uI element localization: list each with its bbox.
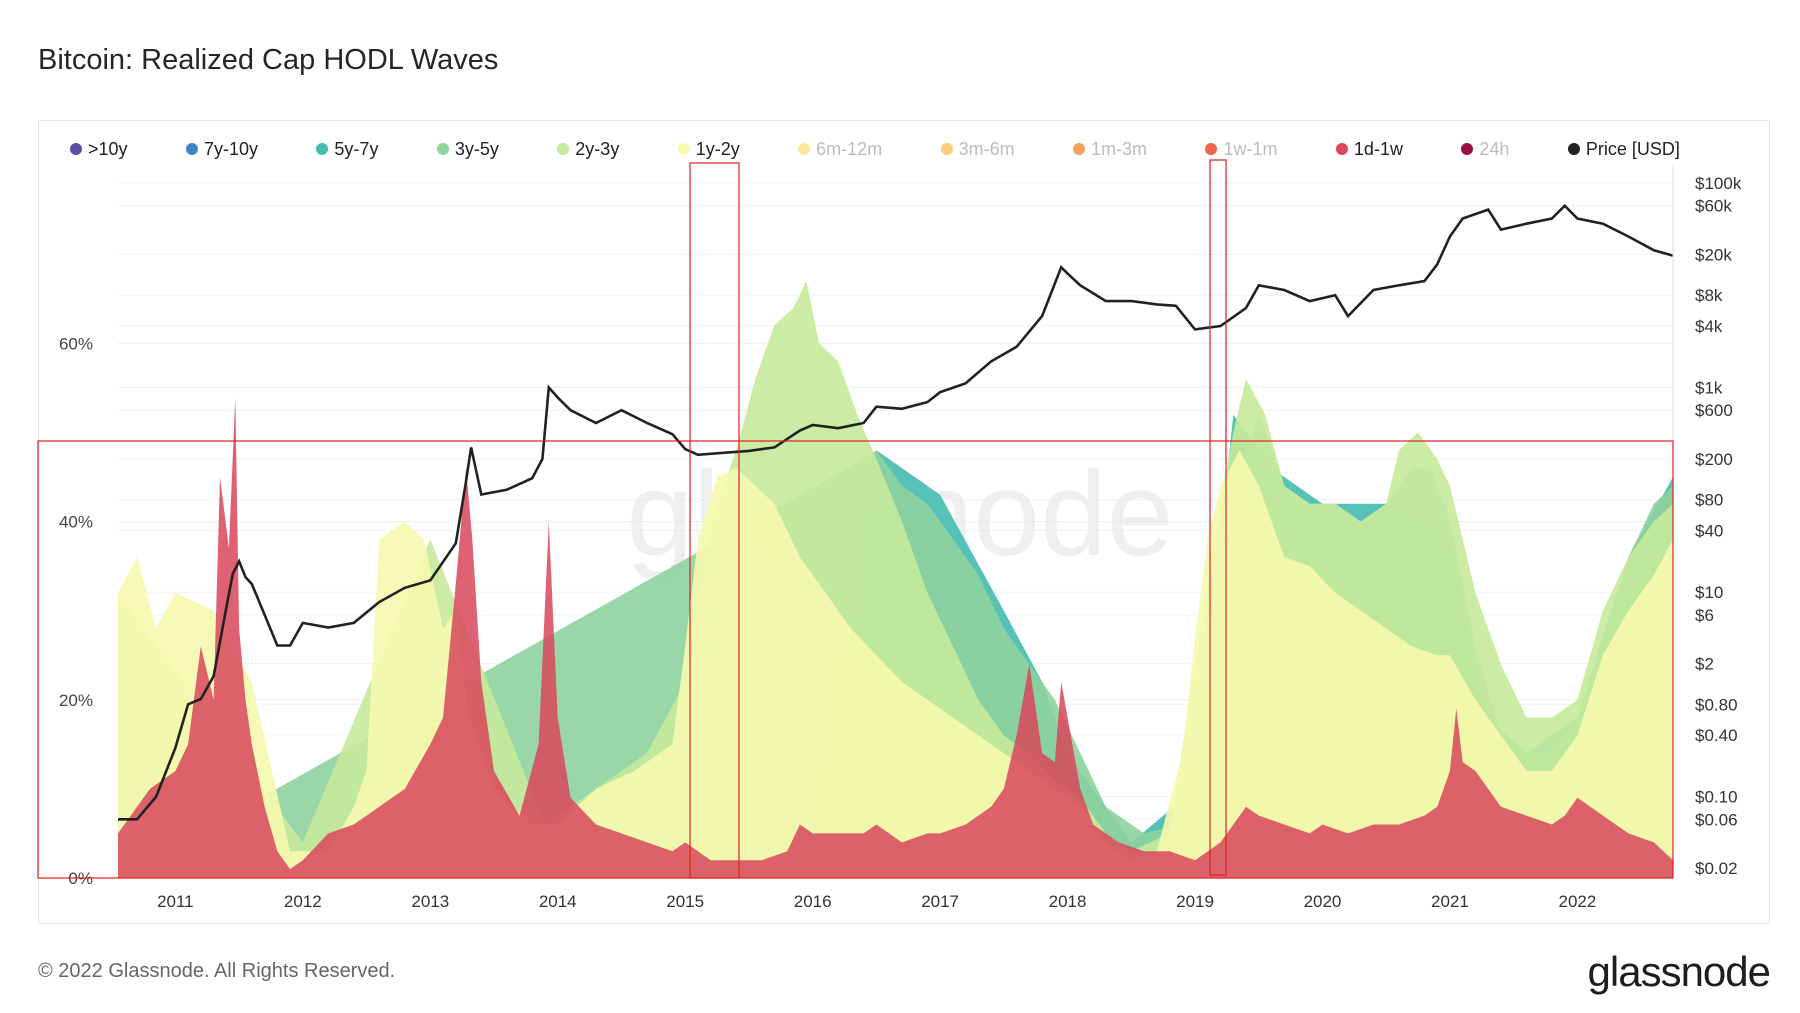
legend-item-0[interactable]: >10y xyxy=(70,139,128,160)
legend-dot xyxy=(185,143,198,155)
y-left-tick-1: 20% xyxy=(59,691,93,710)
legend-dot xyxy=(677,143,690,155)
legend-item-9[interactable]: 1w-1m xyxy=(1205,138,1278,160)
legend-item-7[interactable]: 3m-6m xyxy=(940,138,1015,160)
legend-dot xyxy=(940,143,953,155)
chart-title: Bitcoin: Realized Cap HODL Waves xyxy=(38,44,499,76)
legend-item-2[interactable]: 5y-7y xyxy=(316,139,378,160)
y-right-tick-15: $0.10 xyxy=(1695,788,1738,807)
x-tick-2016: 2016 xyxy=(794,892,832,911)
legend-dot xyxy=(1567,143,1580,155)
legend-label: 1m-3m xyxy=(1091,138,1148,159)
x-tick-2012: 2012 xyxy=(284,892,322,911)
highlight-box-main xyxy=(37,440,1674,879)
y-right-tick-1: $60k xyxy=(1695,197,1732,216)
highlight-box-2015 xyxy=(689,162,740,879)
legend-item-12[interactable]: Price [USD] xyxy=(1567,138,1680,160)
x-tick-2018: 2018 xyxy=(1049,892,1087,911)
y-axis-right-ticks: $100k $60k $20k $8k $4k $1k $600 $200 $80 $40 $10 $… xyxy=(1695,174,1742,878)
y-axis-left-ticks: 0%20%40%60% xyxy=(59,334,93,888)
legend-dot xyxy=(557,143,570,155)
y-right-tick-3: $8k xyxy=(1695,286,1723,305)
y-right-tick-5: $1k xyxy=(1695,379,1723,398)
highlight-box-2019 xyxy=(1209,159,1227,876)
highlight-annotations xyxy=(37,159,1674,879)
y-right-tick-14: $0.40 xyxy=(1695,726,1738,745)
x-tick-2013: 2013 xyxy=(411,892,449,911)
y-right-tick-10: $10 xyxy=(1695,583,1723,602)
x-axis-ticks: 2011 2012 2013 2014 2015 2016 2017 2018 2019 2020… xyxy=(157,892,1596,911)
legend-label: Price [USD] xyxy=(1585,138,1680,159)
y-right-tick-13: $0.80 xyxy=(1695,695,1738,714)
legend-label: 6m-12m xyxy=(816,138,883,159)
legend-label: 2y-3y xyxy=(575,138,620,159)
footer-copyright: © 2022 Glassnode. All Rights Reserved. xyxy=(38,960,396,982)
price-line xyxy=(118,203,1674,821)
legend-dot xyxy=(316,143,329,155)
y-right-tick-12: $2 xyxy=(1695,655,1714,674)
legend-label: 7y-10y xyxy=(203,138,258,159)
y-right-tick-8: $80 xyxy=(1695,491,1723,510)
y-left-tick-3: 60% xyxy=(59,334,93,353)
legend-label: 3m-6m xyxy=(958,138,1015,159)
legend-label: 3y-5y xyxy=(454,138,499,159)
y-right-tick-4: $4k xyxy=(1695,317,1723,336)
legend-label: 24h xyxy=(1479,138,1510,159)
legend-label: 5y-7y xyxy=(334,138,379,159)
y-right-tick-17: $0.02 xyxy=(1695,859,1738,878)
legend-label: 1y-2y xyxy=(695,138,740,159)
y-right-tick-16: $0.06 xyxy=(1695,810,1738,829)
legend-item-10[interactable]: 1d-1w xyxy=(1335,138,1403,160)
legend-item-6[interactable]: 6m-12m xyxy=(798,139,882,160)
legend-label: 1w-1m xyxy=(1223,138,1278,159)
legend-dot xyxy=(1461,143,1474,155)
legend-dot xyxy=(70,143,82,155)
legend-label: >10y xyxy=(88,138,128,159)
legend-item-1[interactable]: 7y-10y xyxy=(185,138,258,160)
area-series xyxy=(118,280,1673,878)
legend-dot xyxy=(1335,143,1348,155)
legend-item-5[interactable]: 1y-2y xyxy=(677,138,740,160)
x-tick-2017: 2017 xyxy=(921,892,959,911)
legend-dot xyxy=(798,143,811,155)
legend-dot xyxy=(436,143,449,155)
y-right-tick-0: $100k xyxy=(1695,174,1742,193)
y-left-tick-2: 40% xyxy=(59,513,93,532)
x-tick-2021: 2021 xyxy=(1431,892,1469,911)
legend-item-11[interactable]: 24h xyxy=(1461,139,1509,160)
x-tick-2022: 2022 xyxy=(1558,892,1596,911)
y-right-tick-9: $40 xyxy=(1695,522,1723,541)
legend-item-3[interactable]: 3y-5y xyxy=(436,138,499,160)
legend-item-8[interactable]: 1m-3m xyxy=(1073,139,1147,160)
brand-logo: glassnode xyxy=(1587,948,1771,995)
chart-legend: >10y 7y-10y 5y-7y 3y-5y 2y-3y 1y-2y 6m-12m 3m-6… xyxy=(70,136,1680,162)
y-right-tick-6: $600 xyxy=(1695,401,1733,420)
legend-dot xyxy=(1205,143,1218,155)
legend-dot xyxy=(1073,143,1086,155)
x-tick-2019: 2019 xyxy=(1176,892,1214,911)
y-right-tick-2: $20k xyxy=(1695,245,1732,264)
x-tick-2011: 2011 xyxy=(157,892,194,911)
area-1d-1w xyxy=(118,396,1673,878)
area-1y-2y xyxy=(118,450,1673,878)
y-right-tick-11: $6 xyxy=(1695,606,1714,625)
x-tick-2020: 2020 xyxy=(1304,892,1342,911)
y-right-tick-7: $200 xyxy=(1695,450,1733,469)
legend-label: 1d-1w xyxy=(1353,138,1403,159)
legend-item-4[interactable]: 2y-3y xyxy=(557,139,619,160)
x-tick-2015: 2015 xyxy=(666,892,704,911)
x-tick-2014: 2014 xyxy=(539,892,577,911)
